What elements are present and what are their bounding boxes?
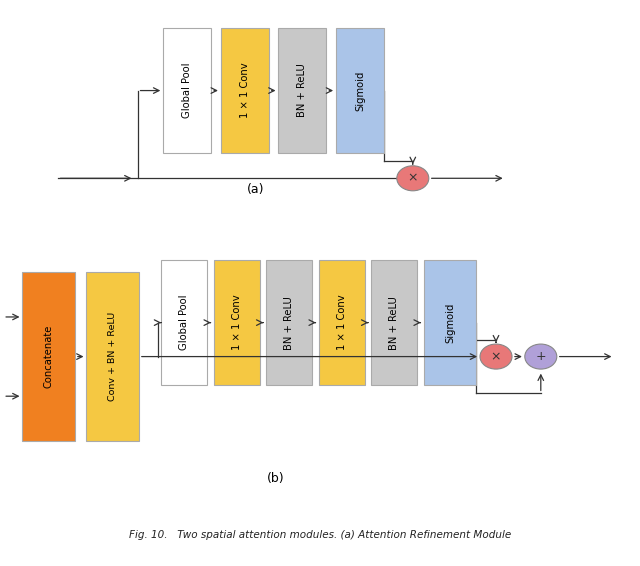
Text: BN + ReLU: BN + ReLU — [389, 295, 399, 350]
Text: BN + ReLU: BN + ReLU — [284, 295, 294, 350]
FancyBboxPatch shape — [424, 260, 476, 385]
Text: Conv + BN + ReLU: Conv + BN + ReLU — [108, 312, 117, 401]
Text: Sigmoid: Sigmoid — [355, 70, 365, 111]
Text: Global Pool: Global Pool — [182, 63, 192, 118]
Text: Sigmoid: Sigmoid — [445, 302, 455, 343]
Text: 1 × 1 Conv: 1 × 1 Conv — [240, 63, 250, 118]
FancyBboxPatch shape — [266, 260, 312, 385]
FancyBboxPatch shape — [22, 272, 75, 441]
FancyBboxPatch shape — [336, 28, 384, 153]
Ellipse shape — [525, 344, 557, 369]
Text: Concatenate: Concatenate — [44, 325, 54, 388]
FancyBboxPatch shape — [278, 28, 326, 153]
Text: (b): (b) — [266, 472, 284, 484]
Text: +: + — [536, 350, 546, 363]
Text: ×: × — [408, 172, 418, 185]
Ellipse shape — [397, 166, 429, 191]
Text: ×: × — [491, 350, 501, 363]
Ellipse shape — [480, 344, 512, 369]
FancyBboxPatch shape — [371, 260, 417, 385]
Text: Global Pool: Global Pool — [179, 295, 189, 350]
FancyBboxPatch shape — [86, 272, 139, 441]
Text: 1 × 1 Conv: 1 × 1 Conv — [337, 295, 347, 350]
FancyBboxPatch shape — [161, 260, 207, 385]
FancyBboxPatch shape — [221, 28, 269, 153]
Text: Fig. 10.   Two spatial attention modules. (a) Attention Refinement Module: Fig. 10. Two spatial attention modules. … — [129, 530, 511, 540]
Text: BN + ReLU: BN + ReLU — [298, 63, 307, 118]
Text: 1 × 1 Conv: 1 × 1 Conv — [232, 295, 242, 350]
FancyBboxPatch shape — [214, 260, 260, 385]
Text: (a): (a) — [247, 183, 265, 196]
FancyBboxPatch shape — [163, 28, 211, 153]
FancyBboxPatch shape — [319, 260, 365, 385]
